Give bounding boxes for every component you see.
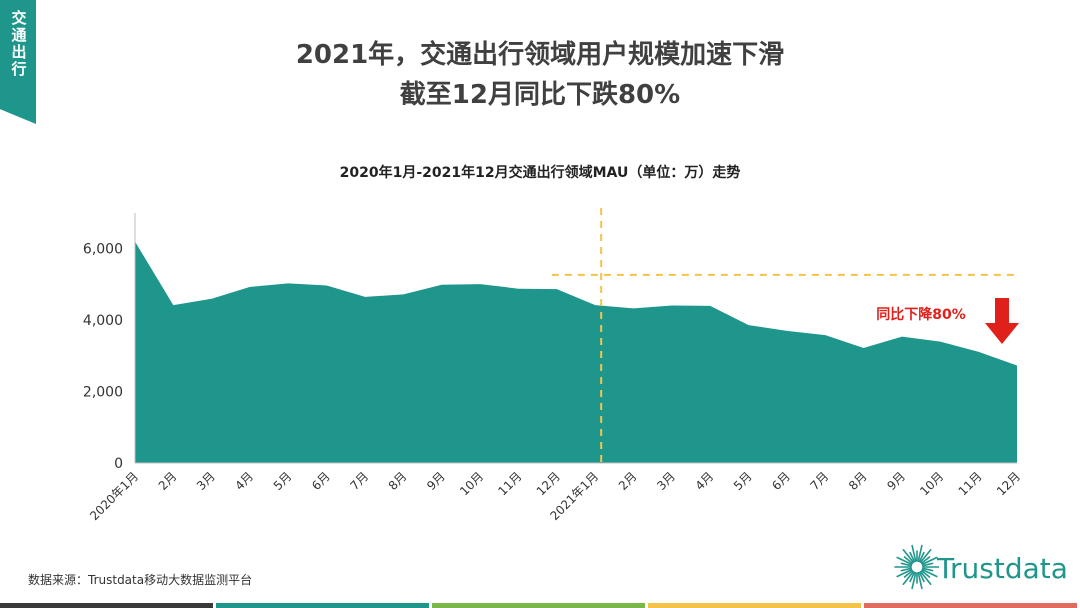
burst-ray bbox=[909, 571, 916, 583]
x-tick-label: 2020年1月 bbox=[87, 469, 141, 523]
burst-ray bbox=[918, 551, 925, 563]
color-bar-segment bbox=[432, 603, 645, 608]
y-tick-label: 2,000 bbox=[83, 385, 123, 401]
trustdata-logo: Trustdata bbox=[893, 536, 1068, 596]
burst-ray bbox=[903, 556, 914, 565]
x-tick-label: 11月 bbox=[495, 469, 524, 498]
yoy-annotation: 同比下降80% bbox=[876, 306, 966, 323]
x-tick-label: 7月 bbox=[808, 469, 832, 493]
down-arrow-icon bbox=[985, 298, 1019, 344]
x-tick-label: 8月 bbox=[846, 469, 870, 493]
data-source: 数据来源：Trustdata移动大数据监测平台 bbox=[28, 573, 253, 587]
section-tab-label: 交通出行 bbox=[9, 10, 28, 78]
burst-ray bbox=[920, 556, 931, 565]
x-tick-label: 3月 bbox=[194, 469, 218, 493]
burst-ray bbox=[896, 568, 913, 578]
burst-ray bbox=[921, 562, 934, 567]
burst-ray bbox=[911, 544, 917, 563]
x-tick-label: 2月 bbox=[616, 469, 640, 493]
burst-ray bbox=[903, 569, 914, 578]
color-bar-segment bbox=[864, 603, 1077, 608]
burst-ray bbox=[909, 551, 916, 563]
color-bar-segment bbox=[648, 603, 861, 608]
chart-title: 2020年1月-2021年12月交通出行领域MAU（单位：万）走势 bbox=[339, 165, 741, 181]
burst-ray bbox=[896, 556, 913, 566]
mau-area-series bbox=[135, 241, 1017, 463]
burst-ray bbox=[921, 567, 934, 572]
x-tick-label: 6月 bbox=[309, 469, 333, 493]
color-bar-segment bbox=[0, 603, 213, 608]
x-tick-label: 6月 bbox=[769, 469, 793, 493]
burst-ray bbox=[900, 567, 913, 572]
y-tick-label: 6,000 bbox=[83, 242, 123, 258]
x-tick-label: 4月 bbox=[693, 469, 717, 493]
burst-ray bbox=[917, 571, 923, 590]
x-tick-label: 11月 bbox=[956, 469, 985, 498]
burst-ray bbox=[902, 570, 915, 586]
x-tick-label: 3月 bbox=[654, 469, 678, 493]
burst-ray bbox=[918, 571, 925, 583]
y-tick-label: 0 bbox=[114, 456, 123, 472]
burst-ray bbox=[920, 569, 931, 578]
sunburst-icon bbox=[894, 544, 940, 590]
x-tick-label: 2月 bbox=[156, 469, 180, 493]
logo-text: Trustdata bbox=[937, 552, 1068, 585]
x-tick-label: 7月 bbox=[347, 469, 371, 493]
x-tick-label: 5月 bbox=[271, 469, 295, 493]
burst-ray bbox=[911, 571, 917, 590]
section-tab: 交通出行 bbox=[0, 0, 36, 124]
page-subtitle: 截至12月同比下跌80% bbox=[399, 80, 681, 110]
x-tick-label: 8月 bbox=[386, 469, 410, 493]
burst-ray bbox=[919, 549, 932, 564]
x-tick-label: 12月 bbox=[534, 469, 563, 498]
page-title: 2021年，交通出行领域用户规模加速下滑 bbox=[295, 40, 785, 70]
burst-ray bbox=[921, 556, 938, 566]
y-tick-label: 4,000 bbox=[83, 313, 123, 329]
x-tick-label: 10月 bbox=[457, 469, 486, 498]
x-tick-label: 5月 bbox=[731, 469, 755, 493]
x-tick-label: 10月 bbox=[917, 469, 946, 498]
bottom-color-bar bbox=[0, 603, 1080, 608]
color-bar-segment bbox=[216, 603, 429, 608]
x-tick-label: 12月 bbox=[994, 469, 1023, 498]
burst-ray bbox=[917, 544, 923, 563]
burst-ray bbox=[921, 568, 938, 578]
x-tick-label: 4月 bbox=[232, 469, 256, 493]
burst-ray bbox=[919, 570, 932, 586]
x-tick-label: 9月 bbox=[424, 469, 448, 493]
burst-ray bbox=[902, 549, 915, 564]
burst-ray bbox=[900, 562, 913, 567]
x-tick-label: 9月 bbox=[884, 469, 908, 493]
